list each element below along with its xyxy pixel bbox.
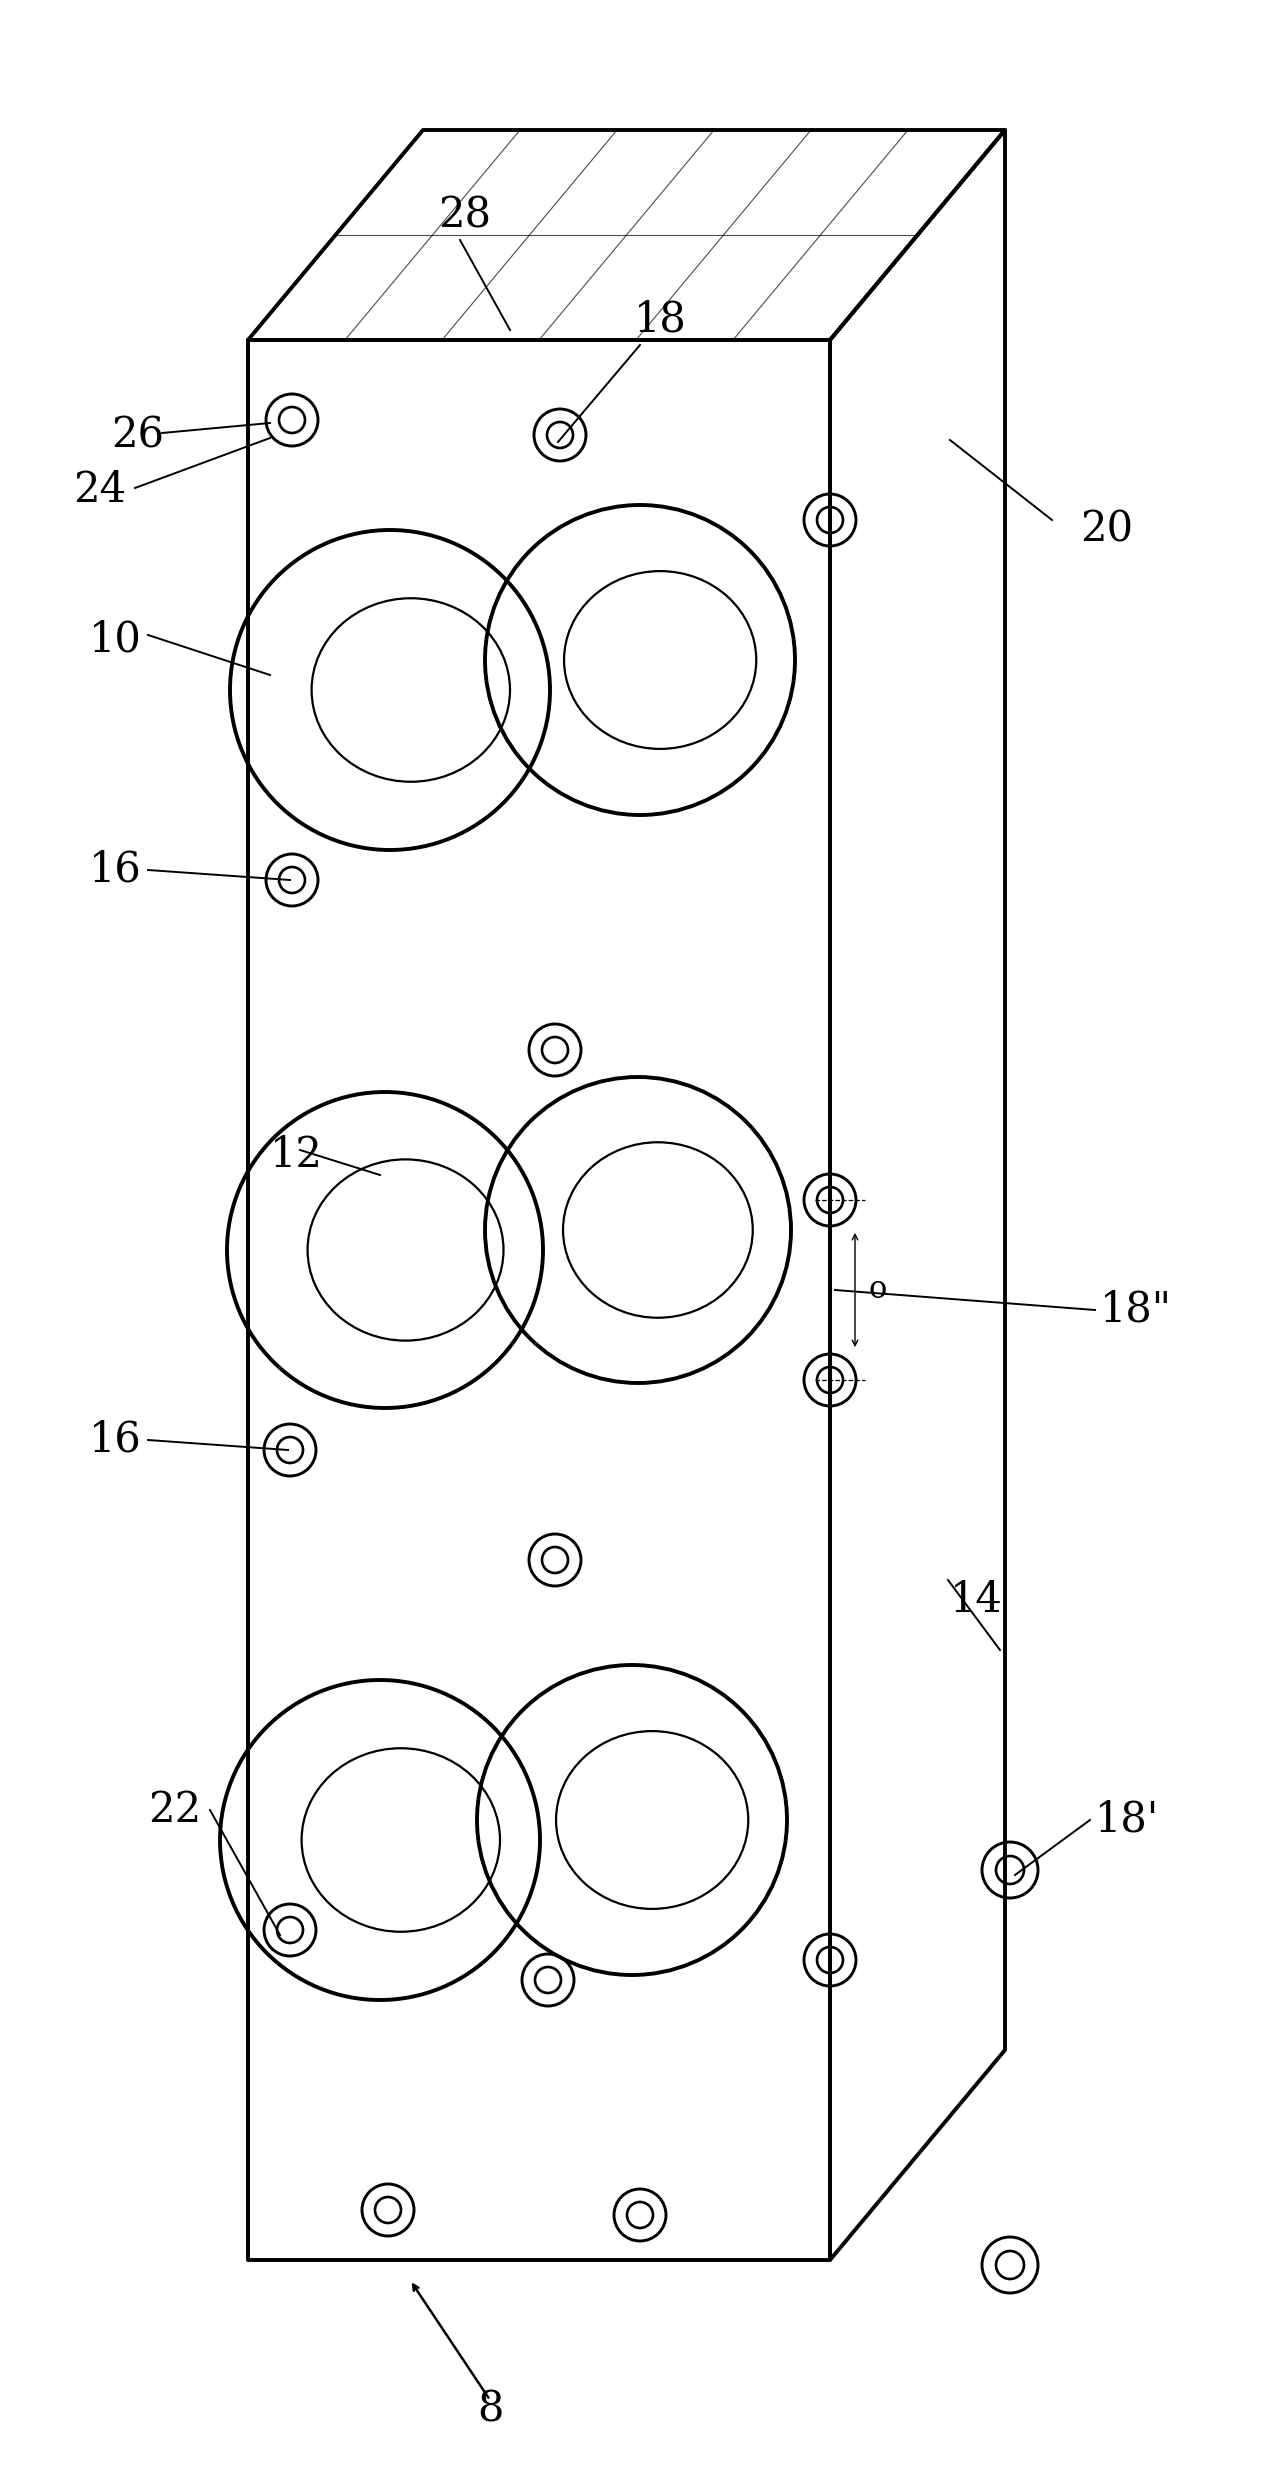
Text: 18': 18': [1095, 1799, 1159, 1841]
Text: 24: 24: [73, 470, 126, 512]
Text: 22: 22: [148, 1789, 201, 1831]
Text: 28: 28: [439, 194, 492, 236]
Text: 10: 10: [89, 619, 142, 661]
Text: 14: 14: [950, 1578, 1003, 1620]
Text: 18: 18: [634, 298, 687, 340]
Text: 18": 18": [1101, 1290, 1171, 1332]
Text: 8: 8: [477, 2388, 503, 2430]
Text: 16: 16: [89, 1419, 142, 1461]
Text: 16: 16: [89, 850, 142, 892]
Text: 26: 26: [111, 415, 164, 457]
Text: o: o: [868, 1275, 887, 1305]
Text: 12: 12: [269, 1133, 323, 1175]
Text: 20: 20: [1080, 509, 1133, 552]
